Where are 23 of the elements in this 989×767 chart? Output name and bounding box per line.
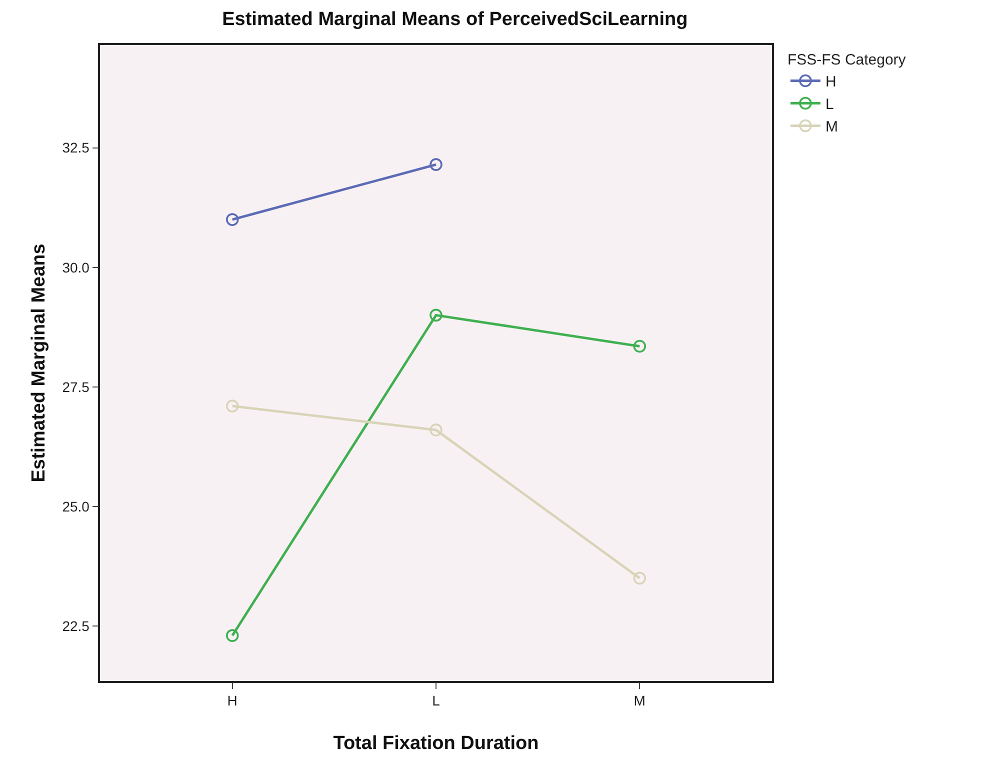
chart-title: Estimated Marginal Means of PerceivedSciLearning — [222, 8, 688, 30]
point — [430, 158, 442, 171]
point — [226, 629, 239, 642]
y-tick-label: 22.5 — [62, 618, 90, 634]
y-tick-label: 25.0 — [62, 498, 90, 514]
y-tick-label: 32.5 — [62, 140, 90, 156]
legend-label: L — [825, 96, 834, 114]
x-tick-label: H — [227, 692, 238, 709]
y-tick-label: 27.5 — [62, 378, 90, 395]
y-axis-title: Estimated Marginal Means — [28, 244, 50, 482]
point — [430, 424, 442, 436]
legend-label: H — [825, 74, 836, 91]
point — [226, 213, 239, 226]
legend-label: M — [825, 118, 838, 136]
legend-title: FSS-FS Category — [787, 52, 906, 68]
x-tick-label: M — [634, 692, 646, 709]
point — [226, 400, 239, 412]
point — [430, 308, 442, 322]
y-tick-label: 30.0 — [62, 259, 90, 276]
x-axis-title: Total Fixation Duration — [333, 732, 539, 754]
x-tick-label: L — [432, 692, 440, 709]
point — [633, 340, 646, 353]
point — [633, 572, 646, 585]
